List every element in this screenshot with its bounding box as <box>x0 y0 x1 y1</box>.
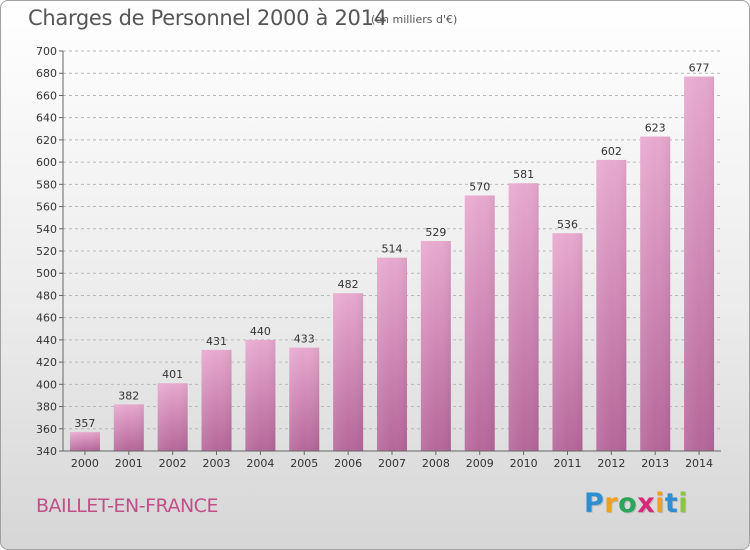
x-tick-label: 2005 <box>290 457 318 470</box>
bar-shine <box>552 233 583 451</box>
x-tick-label: 2014 <box>685 457 713 470</box>
x-tick-label: 2000 <box>71 457 99 470</box>
x-tick-label: 2003 <box>203 457 231 470</box>
bar-shine <box>596 159 627 451</box>
y-tick-label: 380 <box>36 401 57 414</box>
y-tick-label: 540 <box>36 223 57 236</box>
logo-letter: o <box>618 488 638 519</box>
y-tick-label: 460 <box>36 312 57 325</box>
data-label: 536 <box>557 218 578 231</box>
bar-shine <box>464 195 495 451</box>
bar-shine <box>69 432 100 451</box>
bar-shine <box>113 404 144 451</box>
logo-letter: P <box>584 488 605 519</box>
logo-letter: i <box>678 488 689 519</box>
x-tick-label: 2006 <box>334 457 362 470</box>
x-axis-ticks: 2000 2001 2002 2003 2004 2005 2006 2007 2008 2009… <box>71 451 713 470</box>
data-label: 433 <box>294 333 315 346</box>
data-label: 431 <box>206 335 227 348</box>
data-label: 401 <box>162 368 183 381</box>
x-tick-label: 2009 <box>466 457 494 470</box>
data-label: 482 <box>338 278 359 291</box>
data-label: 357 <box>74 417 95 430</box>
logo-letter: x <box>637 488 656 519</box>
chart-subtitle: (en milliers d'€) <box>371 13 458 26</box>
bar-shine <box>377 257 407 451</box>
x-tick-label: 2007 <box>378 457 406 470</box>
bar-shine <box>508 183 539 451</box>
x-tick-label: 2013 <box>641 457 669 470</box>
x-tick-label: 2004 <box>246 457 274 470</box>
y-tick-label: 560 <box>36 201 57 214</box>
y-tick-label: 340 <box>36 445 57 458</box>
bars <box>69 76 715 452</box>
y-tick-label: 440 <box>36 334 57 347</box>
y-tick-label: 400 <box>36 378 57 391</box>
data-label: 623 <box>645 122 666 135</box>
bar-shine <box>245 339 276 451</box>
bar-shine <box>684 76 715 452</box>
y-tick-label: 680 <box>36 67 57 80</box>
y-tick-label: 480 <box>36 289 57 302</box>
x-tick-label: 2010 <box>510 457 538 470</box>
bar-shine <box>420 241 451 451</box>
chart-title: Charges de Personnel 2000 à 2014 <box>28 6 387 30</box>
x-tick-label: 2002 <box>159 457 187 470</box>
logo-letter: i <box>655 488 665 519</box>
y-tick-label: 620 <box>36 134 57 147</box>
axes <box>62 51 721 452</box>
bar-shine <box>157 383 188 451</box>
data-label: 581 <box>513 168 534 181</box>
y-tick-label: 700 <box>36 45 57 58</box>
bar-shine <box>640 136 671 452</box>
proxiti-logo: Proxiti <box>584 488 688 519</box>
y-tick-label: 360 <box>36 423 57 436</box>
x-tick-label: 2012 <box>597 457 625 470</box>
data-label: 602 <box>601 145 622 158</box>
data-label: 570 <box>469 180 490 193</box>
data-label: 382 <box>118 389 139 402</box>
logo-letter: r <box>604 488 619 519</box>
data-label: 514 <box>382 243 403 256</box>
y-tick-label: 640 <box>36 112 57 125</box>
bar-shine <box>201 349 232 451</box>
y-tick-label: 660 <box>36 89 57 102</box>
bar-shine <box>289 347 320 451</box>
y-tick-label: 600 <box>36 156 57 169</box>
y-tick-label: 580 <box>36 178 57 191</box>
x-tick-label: 2008 <box>422 457 450 470</box>
y-tick-label: 520 <box>36 245 57 258</box>
bar-shine <box>333 293 364 451</box>
y-tick-label: 500 <box>36 267 57 280</box>
y-axis-ticks: 340 360 380 400 420 440 460 480 500 520 540 560 580 6… <box>36 45 63 458</box>
y-tick-label: 420 <box>36 356 57 369</box>
location-name: BAILLET-EN-FRANCE <box>36 495 218 517</box>
data-label: 529 <box>425 226 446 239</box>
logo-letter: t <box>664 488 679 519</box>
x-tick-label: 2011 <box>553 457 581 470</box>
data-label: 677 <box>689 62 710 75</box>
data-label: 440 <box>250 325 271 338</box>
x-tick-label: 2001 <box>115 457 143 470</box>
data-labels: 357 382 401 431 440 433 482 514 529 570 581 536 602 6… <box>74 62 709 431</box>
